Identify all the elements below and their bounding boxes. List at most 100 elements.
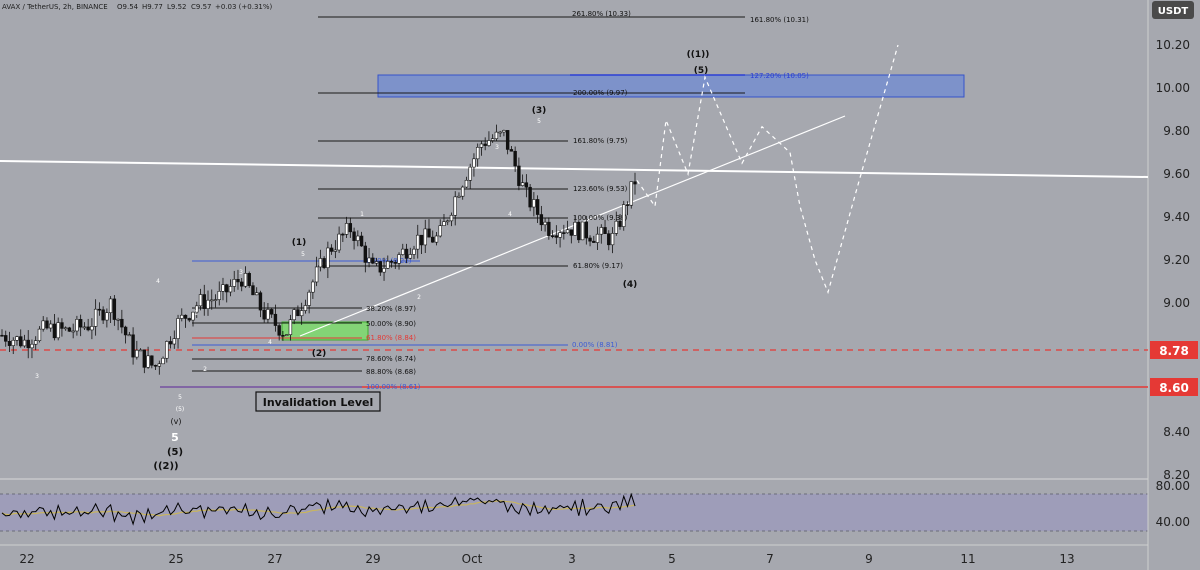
candle-body (142, 349, 147, 368)
candle-body (303, 305, 308, 311)
x-tick-label: 11 (960, 552, 975, 566)
fib-label: 78.60% (8.74) (366, 355, 416, 363)
price-badge-support-label: 8.78 (1159, 344, 1189, 358)
candle-body (457, 195, 461, 198)
candle-body (243, 273, 248, 287)
wave-label: 1 (194, 310, 198, 317)
candle-body (161, 357, 165, 365)
candle-body (251, 285, 255, 296)
candle-body (97, 308, 102, 311)
x-tick-label: Oct (462, 552, 483, 566)
rsi-ma-line (1, 500, 636, 517)
candle-body (7, 341, 12, 346)
candle-body (172, 338, 176, 345)
candle-body (427, 228, 431, 238)
candle-body (550, 235, 555, 237)
candle-body (607, 233, 611, 246)
candle-body (404, 248, 409, 259)
candle-body (138, 349, 143, 352)
candle-body (240, 281, 244, 287)
candle-body (487, 140, 491, 146)
fib-label: 261.80% (10.33) (572, 10, 631, 18)
candle-body (296, 309, 300, 317)
candle-body (0, 334, 4, 337)
candle-body (408, 254, 412, 259)
wave-label: 2 (417, 294, 421, 301)
candle-body (412, 248, 416, 255)
candle-body (356, 235, 360, 241)
wave-label: 3 (495, 144, 499, 151)
candle-body (569, 229, 574, 236)
candle-body (513, 150, 517, 167)
candle-body (509, 149, 514, 152)
wave-label: 3 (239, 269, 243, 276)
candle-body (588, 237, 592, 242)
candle-body (329, 247, 334, 252)
candle-body (93, 308, 98, 327)
candle-body (367, 257, 371, 263)
x-tick-label: 27 (267, 552, 282, 566)
candle-body (254, 292, 259, 296)
candle-body (622, 204, 626, 227)
currency-badge[interactable] (1152, 1, 1194, 19)
fib-label: 100.00% (9.38) (573, 214, 628, 222)
candle-body (213, 299, 218, 301)
invalidation-annotation-box[interactable] (255, 391, 381, 412)
candle-body (19, 336, 23, 347)
candle-body (580, 221, 585, 241)
support-zone[interactable] (281, 321, 369, 341)
candle-body (198, 294, 203, 307)
candle-body (401, 248, 405, 255)
candle-body (86, 326, 90, 331)
candle-body (539, 214, 544, 226)
candle-body (378, 261, 383, 273)
candle-body (202, 294, 206, 309)
candle-body (584, 221, 589, 239)
candle-body (56, 322, 60, 339)
candle-body (11, 339, 15, 346)
x-tick-label: 7 (766, 552, 774, 566)
projection-path (636, 44, 899, 295)
y-tick-label: 9.20 (1163, 253, 1190, 267)
candle-body (599, 227, 603, 235)
candle-body (344, 223, 349, 235)
candle-body (67, 327, 72, 332)
fib-label: 161.80% (10.31) (750, 16, 809, 24)
candle-body (311, 281, 315, 293)
ohlc-high: H9.77 (142, 3, 163, 11)
candle-body (288, 319, 293, 335)
candle-body (562, 232, 566, 234)
candle-body (464, 179, 469, 188)
candle-body (75, 319, 79, 332)
candle-body (225, 284, 229, 293)
x-tick-label: 22 (19, 552, 34, 566)
long-term-trendline[interactable] (0, 160, 1149, 178)
candle-body (479, 143, 484, 148)
candle-body (221, 284, 225, 292)
y-tick-label: 9.60 (1163, 167, 1190, 181)
wave-label: 3 (35, 373, 39, 380)
y-tick-label: 10.20 (1156, 38, 1190, 52)
candle-body (449, 214, 454, 222)
candle-body (446, 220, 450, 223)
rising-trendline[interactable] (299, 115, 846, 337)
candle-body (419, 234, 424, 246)
candle-body (112, 298, 117, 320)
candle-body (180, 314, 184, 319)
symbol-title[interactable]: AVAX / TetherUS, 2h, BINANCE (2, 3, 108, 11)
candle-body (176, 318, 180, 339)
candle-body (277, 325, 281, 336)
candle-body (236, 279, 240, 283)
candle-body (461, 186, 465, 197)
candle-body (502, 130, 506, 133)
wave-label: (5) (694, 66, 709, 76)
candle-body (382, 268, 386, 273)
candle-body (63, 327, 68, 330)
target-zone[interactable] (377, 74, 965, 98)
candle-body (210, 299, 214, 302)
wave-label: 5 (171, 431, 179, 444)
x-tick-label: 5 (668, 552, 676, 566)
fib-label: 200.00% (9.97) (573, 89, 628, 97)
candle-body (153, 364, 158, 367)
